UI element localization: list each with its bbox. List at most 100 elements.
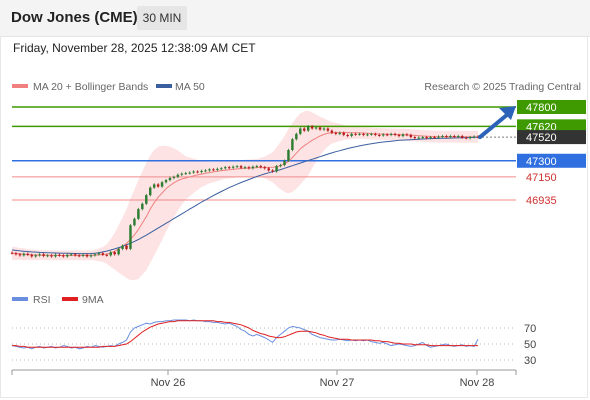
candle bbox=[62, 254, 65, 258]
level-tag-47800 bbox=[517, 100, 586, 114]
candle bbox=[26, 252, 30, 257]
candle bbox=[85, 253, 89, 258]
candle bbox=[156, 183, 160, 188]
candle bbox=[212, 168, 215, 172]
x-tick-label: Nov 28 bbox=[460, 377, 495, 389]
candle bbox=[389, 132, 393, 137]
candle bbox=[204, 169, 207, 173]
candle bbox=[397, 133, 401, 138]
bollinger-bands bbox=[12, 110, 478, 281]
candle bbox=[429, 135, 432, 140]
candle bbox=[287, 148, 290, 163]
candle bbox=[42, 253, 45, 258]
candle bbox=[322, 127, 326, 131]
candle bbox=[81, 253, 85, 258]
candlesticks bbox=[10, 125, 480, 258]
candle bbox=[255, 164, 259, 168]
candle bbox=[425, 135, 428, 140]
candle bbox=[385, 133, 389, 137]
ma50-legend-label: MA 50 bbox=[175, 81, 205, 93]
rsi-legend-label: RSI bbox=[33, 294, 51, 306]
candle bbox=[263, 165, 266, 170]
candle bbox=[299, 127, 302, 136]
candle bbox=[346, 133, 349, 138]
candle bbox=[160, 180, 164, 188]
candle bbox=[295, 132, 298, 141]
interval-button[interactable]: 30 MIN bbox=[137, 6, 187, 30]
level-tag-47520 bbox=[517, 130, 586, 145]
candle bbox=[46, 254, 49, 258]
candle bbox=[145, 193, 148, 206]
candle bbox=[18, 253, 22, 257]
nine-ma-line bbox=[12, 320, 478, 348]
candle bbox=[417, 136, 420, 140]
candle bbox=[251, 165, 255, 170]
candle bbox=[30, 253, 33, 258]
rsi-lines bbox=[11, 319, 479, 350]
ma20-line bbox=[11, 132, 478, 256]
x-axis-ticks: Nov 26 Nov 27 Nov 28 bbox=[11, 370, 517, 389]
x-tick-label: Nov 27 bbox=[320, 377, 355, 389]
candle bbox=[77, 254, 81, 258]
candle bbox=[433, 135, 436, 139]
candle bbox=[247, 165, 251, 170]
candle bbox=[208, 168, 211, 172]
rsi-tick-50: 50 bbox=[524, 339, 536, 351]
candle bbox=[275, 164, 278, 173]
candle bbox=[366, 133, 369, 137]
rsi-grid bbox=[12, 327, 516, 361]
candle bbox=[472, 135, 476, 139]
candle bbox=[22, 252, 26, 257]
candle bbox=[358, 132, 361, 136]
instrument-title: Dow Jones (CME) bbox=[11, 9, 138, 26]
bollinger-band-area bbox=[12, 110, 478, 281]
candle bbox=[291, 137, 294, 152]
ma20-legend-swatch bbox=[12, 84, 28, 88]
candle bbox=[401, 133, 405, 138]
candle bbox=[70, 253, 73, 257]
candle bbox=[283, 159, 286, 167]
candle bbox=[445, 134, 448, 139]
candle bbox=[66, 253, 69, 258]
candle bbox=[54, 253, 57, 258]
rsi-legend-swatch bbox=[12, 297, 28, 301]
candle bbox=[224, 165, 227, 170]
level-label-47150: 47150 bbox=[526, 172, 557, 184]
candle bbox=[457, 134, 460, 138]
forecast-arrow bbox=[478, 106, 516, 140]
candle bbox=[362, 132, 365, 137]
level-label-46935: 46935 bbox=[526, 195, 557, 207]
rsi-tick-70: 70 bbox=[524, 323, 536, 335]
candle bbox=[192, 170, 195, 174]
candle bbox=[200, 169, 203, 174]
price-levels bbox=[12, 106, 516, 201]
candle bbox=[220, 166, 223, 171]
candle bbox=[374, 132, 377, 137]
candle bbox=[149, 186, 152, 197]
candle bbox=[326, 127, 330, 132]
candle bbox=[14, 251, 18, 256]
candle bbox=[441, 134, 444, 138]
copyright-text: Research © 2025 Trading Central bbox=[424, 81, 581, 93]
chart-datetime: Friday, November 28, 2025 12:38:09 AM CE… bbox=[13, 41, 256, 55]
candle bbox=[227, 165, 231, 170]
candle bbox=[168, 176, 172, 182]
candle bbox=[405, 133, 409, 137]
candle bbox=[271, 169, 274, 173]
candle bbox=[259, 164, 263, 169]
candle bbox=[421, 135, 424, 139]
candle bbox=[303, 127, 306, 132]
candle bbox=[338, 131, 342, 136]
candle bbox=[133, 217, 136, 227]
candle bbox=[89, 254, 93, 258]
main-legend: MA 20 + Bollinger Bands MA 50 Research ©… bbox=[12, 81, 581, 93]
candle bbox=[437, 135, 440, 139]
candle bbox=[239, 164, 243, 170]
candle bbox=[306, 125, 310, 132]
candle bbox=[409, 133, 413, 139]
candle bbox=[176, 173, 180, 179]
candle bbox=[350, 132, 353, 138]
nine-ma-legend-label: 9MA bbox=[82, 294, 104, 306]
candle bbox=[393, 132, 397, 137]
